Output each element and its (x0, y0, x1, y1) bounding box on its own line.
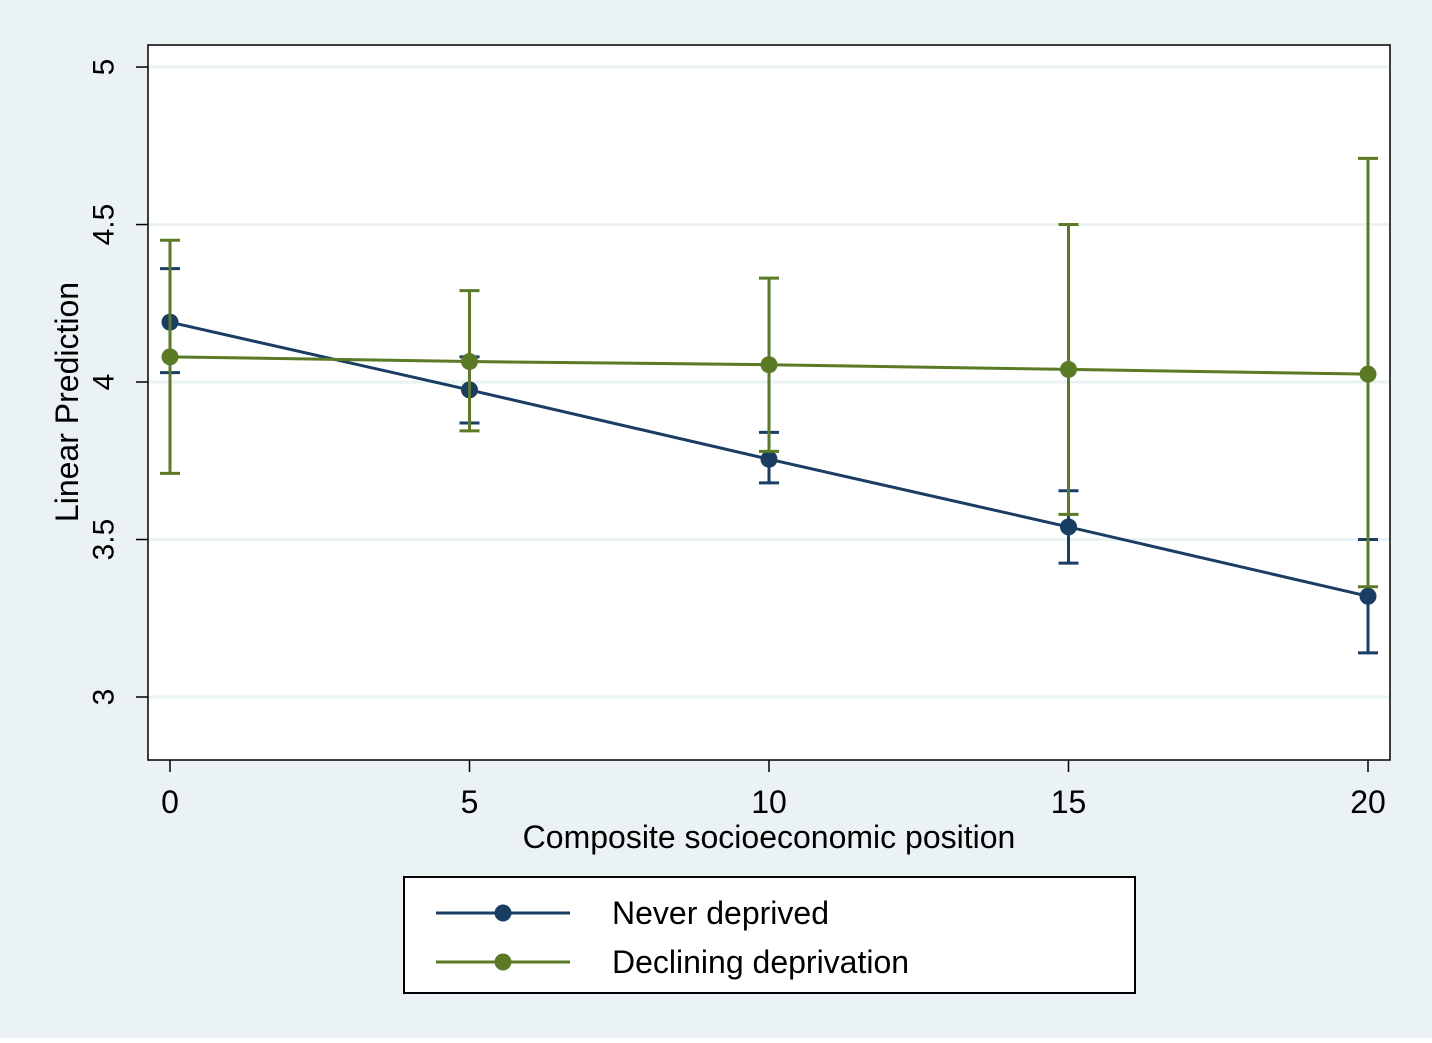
x-axis-label: Composite socioeconomic position (523, 819, 1016, 855)
data-point (760, 450, 778, 468)
y-tick-label: 4.5 (88, 204, 121, 246)
x-tick-label: 20 (1350, 784, 1386, 820)
legend-label: Declining deprivation (612, 944, 909, 980)
x-tick-label: 10 (751, 784, 787, 820)
axes: 3 3.5 4 4.5 5 0 5 10 15 20 (88, 59, 1386, 820)
y-axis-label: Linear Prediction (49, 282, 85, 522)
legend: Never deprived Declining deprivation (403, 876, 1136, 994)
data-point (1359, 587, 1377, 605)
data-point (1060, 518, 1077, 536)
data-point (1060, 360, 1077, 378)
y-tick-label: 3 (88, 689, 121, 706)
x-tick-label: 15 (1051, 784, 1087, 820)
y-tick-label: 5 (88, 59, 121, 76)
legend-marker (494, 904, 512, 922)
data-point (760, 356, 778, 374)
x-tick-label: 0 (161, 784, 179, 820)
data-point (461, 353, 478, 371)
data-point (161, 348, 179, 366)
series-layer (160, 156, 1378, 655)
series-1 (160, 156, 1378, 589)
data-point (1359, 365, 1377, 383)
y-tick-label: 4 (88, 374, 121, 391)
legend-marker (494, 953, 512, 971)
legend-label: Never deprived (612, 895, 829, 931)
y-tick-label: 3.5 (88, 519, 121, 561)
legend-box (403, 876, 1136, 994)
x-tick-label: 5 (461, 784, 479, 820)
